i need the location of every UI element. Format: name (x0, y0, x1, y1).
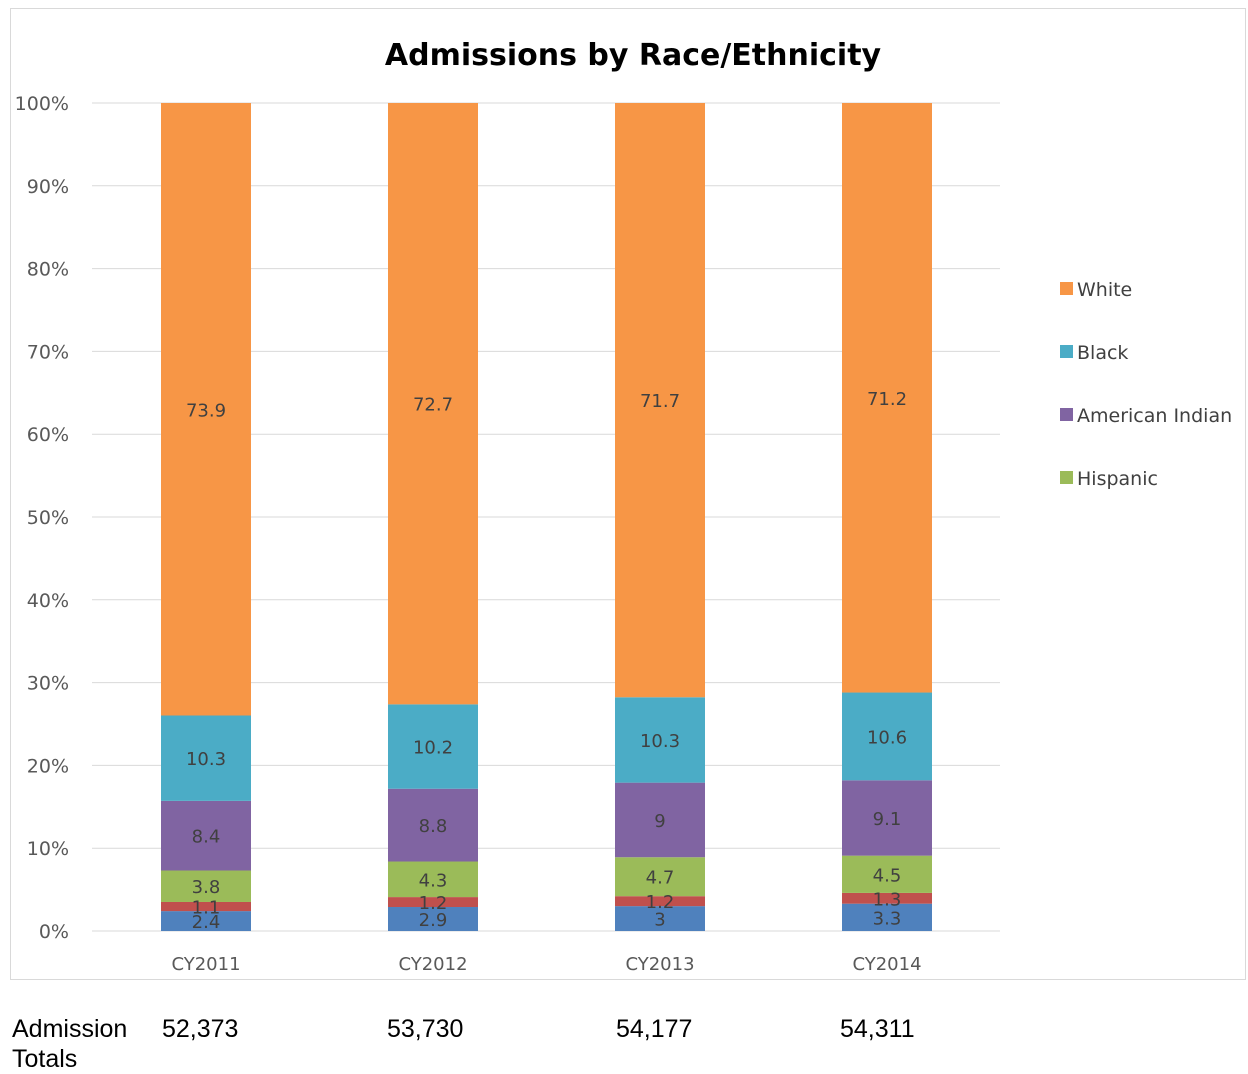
data-label: 2.9 (419, 910, 448, 931)
bar-segment (615, 782, 705, 858)
y-axis-ticks: 0% 10% 20% 30% 40% 50% 60% 70% 80% 90% 100% (15, 93, 69, 943)
data-labels: 2.41.13.88.410.373.92.91.24.38.810.272.7… (186, 389, 907, 933)
data-label: 72.7 (413, 395, 453, 416)
bar-segment (615, 857, 705, 897)
x-category-label: CY2014 (852, 954, 921, 975)
admission-total-cy2013: 54,177 (616, 1015, 693, 1043)
y-tick-label: 0% (39, 921, 69, 943)
data-label: 4.3 (419, 870, 448, 891)
data-label: 9.1 (873, 809, 902, 830)
legend-swatch (1060, 408, 1073, 421)
admission-total-cy2011: 52,373 (162, 1015, 239, 1043)
data-label: 71.2 (867, 389, 907, 410)
data-label: 8.8 (419, 816, 448, 837)
y-tick-label: 40% (27, 590, 69, 612)
bar-segment (388, 861, 478, 898)
data-label: 10.3 (640, 731, 680, 752)
y-tick-label: 70% (27, 341, 69, 363)
admission-totals-row: Admission Totals 52,373 53,730 54,177 54… (0, 1014, 1248, 1073)
data-label: 3.8 (192, 877, 221, 898)
bar-segment (842, 692, 932, 781)
bars (161, 103, 932, 931)
chart-title: Admissions by Race/Ethnicity (385, 38, 882, 73)
data-label: 4.7 (646, 868, 675, 889)
y-tick-label: 20% (27, 755, 69, 777)
legend-swatch (1060, 282, 1073, 295)
bar-segment (615, 697, 705, 783)
data-label: 2.4 (192, 912, 221, 933)
x-category-label: CY2011 (171, 954, 240, 975)
bar-segment (388, 788, 478, 862)
bar-segment (161, 800, 251, 871)
bar-segment (842, 103, 932, 693)
chart-frame: Admissions by Race/Ethnicity 0% 10% 20% 30%… (10, 8, 1246, 980)
data-label: 3.3 (873, 908, 902, 929)
data-label: 1.2 (646, 892, 675, 913)
legend-label: White (1077, 279, 1132, 301)
bar-segment (842, 855, 932, 893)
data-label: 10.3 (186, 749, 226, 770)
y-tick-label: 100% (15, 93, 69, 115)
legend-item: Black (1060, 342, 1128, 364)
bar-segment (161, 715, 251, 801)
bar-segment (388, 897, 478, 908)
y-tick-label: 80% (27, 259, 69, 281)
legend-label: Black (1077, 342, 1128, 364)
data-label: 10.2 (413, 738, 453, 759)
data-label: 10.6 (867, 727, 907, 748)
data-label: 71.7 (640, 391, 680, 412)
x-category-label: CY2012 (398, 954, 467, 975)
bar-segment (161, 901, 251, 912)
bar-segment (842, 780, 932, 856)
bar-segment (161, 870, 251, 902)
y-tick-label: 10% (27, 838, 69, 860)
admission-totals-label: Admission Totals (12, 1015, 128, 1073)
y-tick-label: 50% (27, 507, 69, 529)
admission-total-cy2014: 54,311 (840, 1015, 915, 1043)
bar-segment (615, 896, 705, 907)
bar-segment (388, 907, 478, 931)
legend-item: American Indian (1060, 405, 1232, 427)
bar-segment (388, 704, 478, 789)
legend-item: White (1060, 279, 1132, 301)
bar-segment (161, 911, 251, 931)
bar-segment (842, 892, 932, 904)
y-tick-label: 90% (27, 176, 69, 198)
legend: White Black American Indian Hispanic (1060, 279, 1232, 490)
bar-segment (388, 103, 478, 705)
bar-segment (842, 903, 932, 931)
chart-svg: Admissions by Race/Ethnicity 0%10%20%30%… (15, 38, 1232, 975)
data-label: 1.1 (192, 898, 221, 919)
y-tick-label: 60% (27, 424, 69, 446)
data-label: 4.5 (873, 865, 902, 886)
bar-segment (615, 906, 705, 931)
data-label: 1.2 (419, 893, 448, 914)
data-label: 3 (654, 910, 665, 931)
legend-label: American Indian (1077, 405, 1232, 427)
data-label: 73.9 (186, 400, 226, 421)
data-label: 8.4 (192, 827, 221, 848)
legend-swatch (1060, 345, 1073, 358)
data-label: 9 (654, 811, 665, 832)
admission-total-cy2012: 53,730 (387, 1015, 464, 1043)
legend-item: Hispanic (1060, 468, 1158, 490)
data-label: 1.3 (873, 889, 902, 910)
y-tick-label: 30% (27, 673, 69, 695)
bar-segment (615, 103, 705, 698)
x-category-label: CY2013 (625, 954, 694, 975)
bar-segment (161, 103, 251, 716)
legend-label: Hispanic (1077, 468, 1158, 490)
legend-swatch (1060, 471, 1073, 484)
x-axis-categories: CY2011 CY2012 CY2013 CY2014 (171, 954, 921, 975)
